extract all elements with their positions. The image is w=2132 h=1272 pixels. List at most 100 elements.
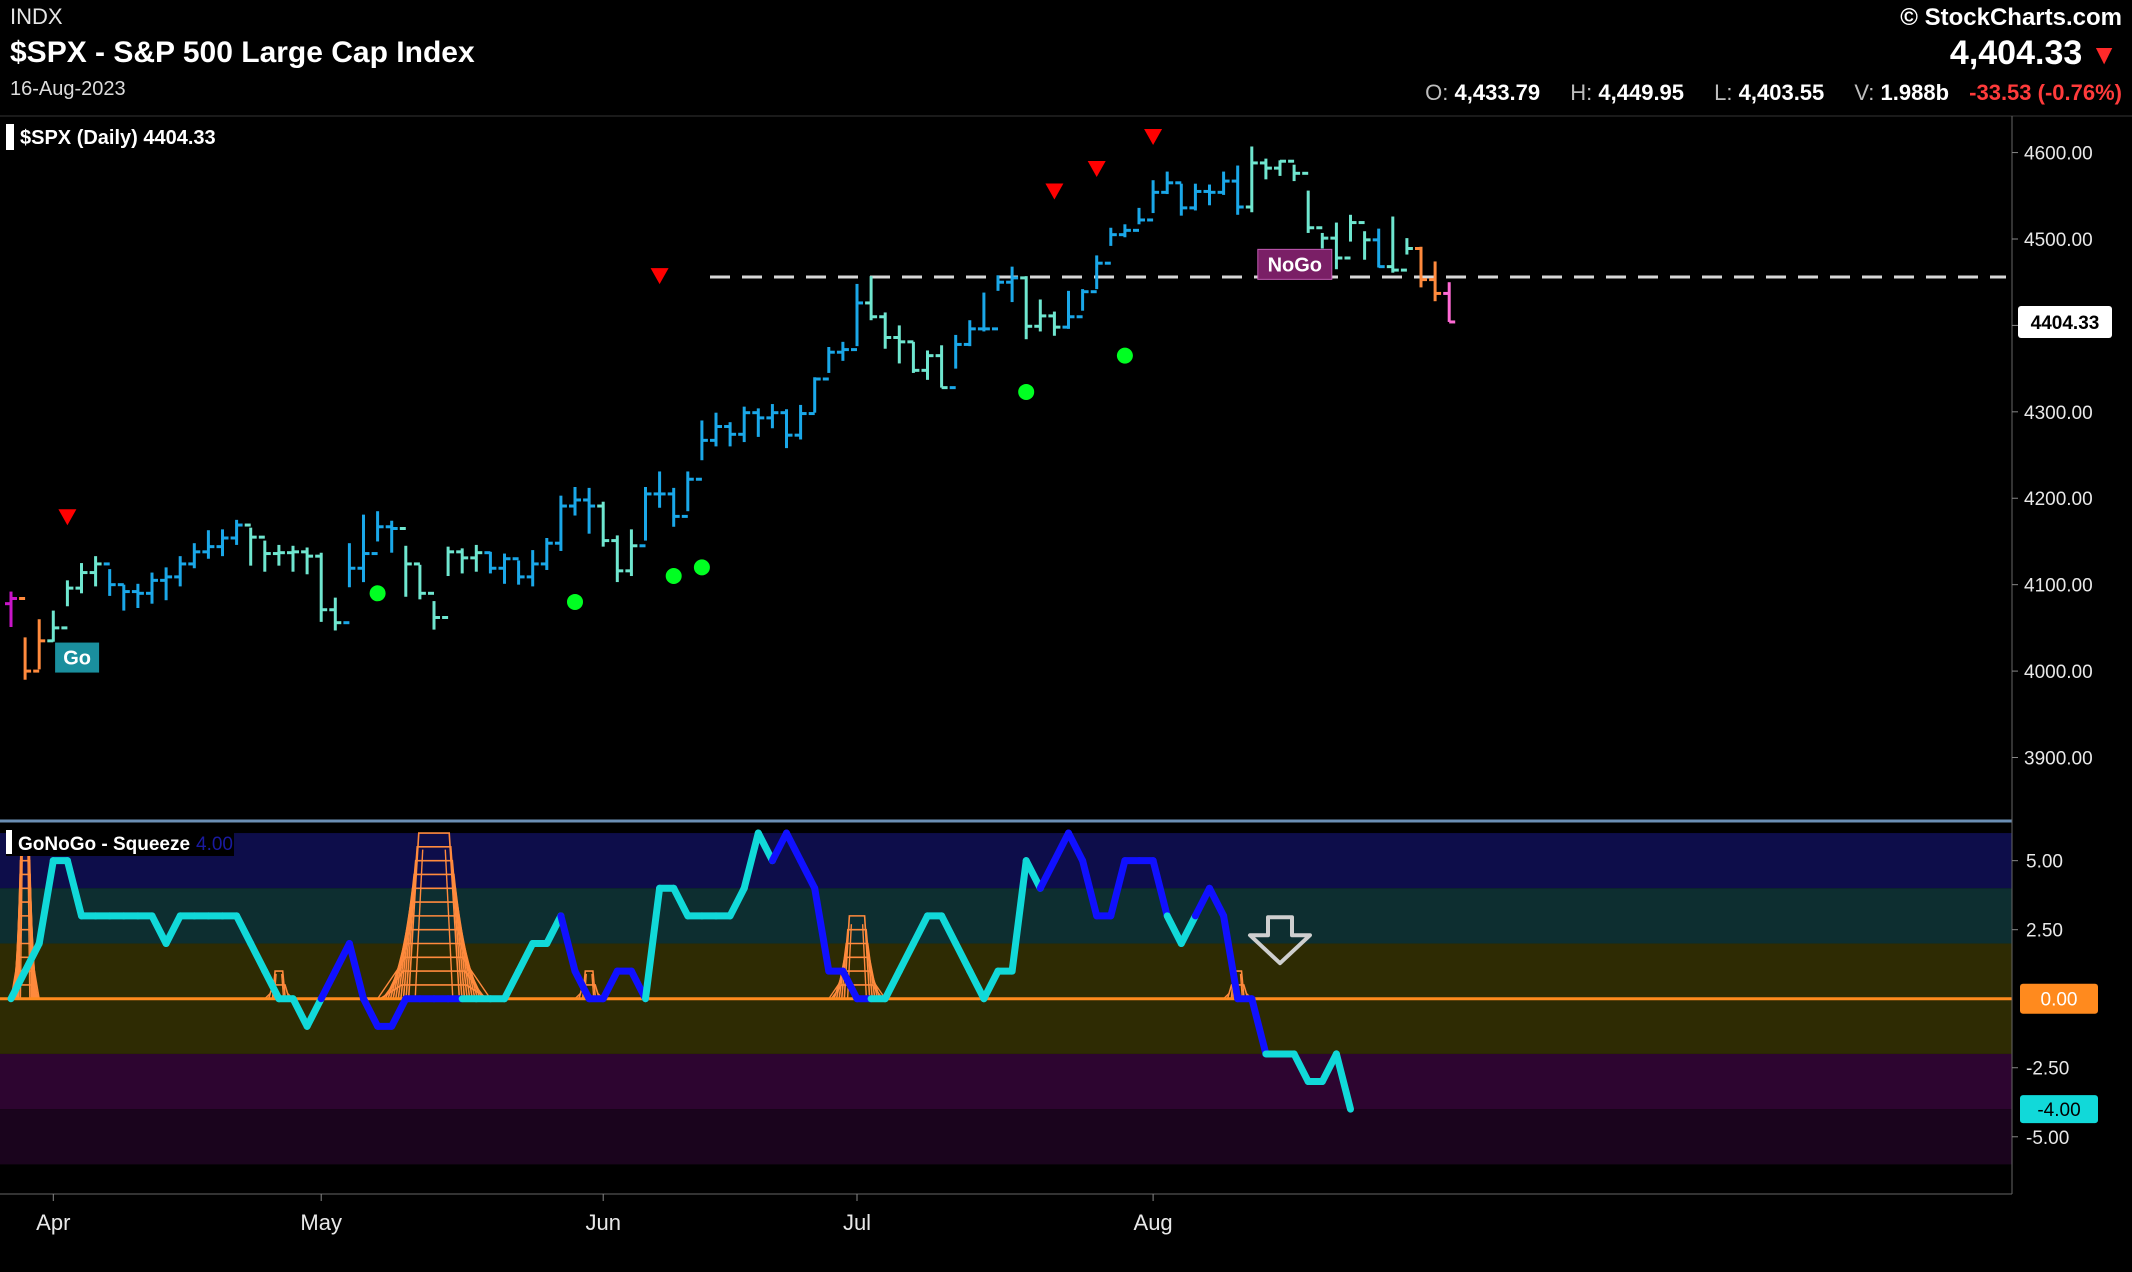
oscillator-segment [1079,857,1101,920]
price-bar [1386,216,1399,273]
svg-text:NoGo: NoGo [1268,254,1322,276]
svg-text:0.00: 0.00 [2041,990,2078,1011]
price-bar [1104,227,1117,265]
price-bar [1118,224,1131,238]
price-bar [47,610,60,643]
oscillator-segment [247,939,269,975]
price-bar [343,543,356,625]
oscillator-segment [1332,1050,1354,1113]
price-bar [977,292,990,332]
price-bar [780,409,793,449]
price-bar [19,596,32,680]
oscillator-segment [1149,857,1171,920]
low-value: 4,403.55 [1738,80,1825,105]
price-bar [413,562,426,600]
price-bar [117,583,130,611]
price-bar [540,538,553,570]
price-bar [512,557,525,585]
price-bar [1048,311,1061,336]
oscillator-segment [754,829,776,865]
oscillator-segment [783,829,805,865]
oscillator-segment [303,995,325,1030]
oscillator-segment [571,967,593,1003]
oscillator-segment [557,912,579,975]
price-bar [315,552,328,622]
oscillator-segment [952,939,974,975]
price-bar [103,562,116,596]
oscillator-zone [0,888,2012,944]
oscillator-segment [768,829,790,865]
oscillator-segment [797,857,819,892]
price-bar [146,572,158,604]
oscillator-segment [1177,912,1199,947]
price-bar [1415,246,1427,288]
price-bar [808,377,821,416]
chart-title: $SPX - S&P 500 Large Cap Index [10,36,475,69]
price-bar [1203,184,1216,206]
price-bar [1020,276,1033,340]
signal-down-triangle [58,509,77,526]
price-bar [371,511,384,556]
price-panel: $SPX (Daily) 4404.33 Go NoGo [5,124,2006,680]
x-tick-label: May [300,1210,342,1235]
squeeze-dot [693,559,710,576]
high-value: 4,449.95 [1598,80,1685,105]
last-price: 4,404.33 ▼ [1950,34,2118,73]
oscillator-segment [1008,857,1030,975]
squeeze-dot [1018,383,1035,400]
oscillator-segment [599,967,621,1003]
price-bar [724,422,737,447]
oscillator-segment [881,967,903,1003]
oscillator-segment [345,939,367,1003]
osc-y-tick-label: 5.00 [2026,852,2063,873]
oscillator-segment [966,967,988,1003]
price-bar [836,341,849,361]
price-bar [470,544,483,572]
price-bar [921,350,934,380]
oscillator-zone [0,1053,2012,1110]
price-y-tick-label: 4500.00 [2024,230,2093,251]
price-bar [399,526,412,597]
oscillator-segment [1107,857,1129,920]
brand-logo[interactable]: © StockCharts.com [1900,4,2122,31]
price-bar [33,619,46,673]
price-y-tick-label: 4100.00 [2024,576,2093,597]
price-bar [1175,181,1188,216]
oscillator-segment [162,912,184,947]
price-bar [583,487,596,534]
price-bar [1090,255,1103,294]
oscillator-segment [1163,912,1185,947]
price-bar [357,514,370,583]
price-bar [174,556,187,587]
price-bar [554,495,567,551]
oscillator-segment [1191,884,1213,920]
oscillator-segment [289,995,311,1030]
price-bar [526,550,539,587]
exchange-label: INDX [10,4,63,29]
oscillator-zone [0,833,2012,889]
price-bar [695,420,708,481]
oscillator-segment [1290,1050,1312,1086]
chart-date: 16-Aug-2023 [10,78,126,100]
price-bar [272,544,285,566]
price-legend: $SPX (Daily) 4404.33 [20,127,216,149]
chart-header: INDX $SPX - S&P 500 Large Cap Index 16-A… [0,0,2132,116]
price-bar [963,320,976,347]
low-label: L: [1714,80,1733,105]
open-value: 4,433.79 [1454,80,1541,105]
last-price-tag: 4404.33 [2018,305,2112,338]
x-tick-label: Jun [585,1210,620,1235]
nogo-label: NoGo [1257,248,1333,280]
price-bar [879,312,892,349]
price-bar [1133,207,1145,232]
price-bar [935,345,948,390]
signal-down-triangle [1087,160,1106,177]
oscillator-segment [501,967,523,1003]
price-bar [681,471,694,518]
price-bar [329,597,342,631]
price-legend-swatch [6,124,14,150]
price-bar [202,530,215,559]
svg-text:4404.33: 4404.33 [2031,313,2100,334]
oscillator-segment [317,967,339,1003]
